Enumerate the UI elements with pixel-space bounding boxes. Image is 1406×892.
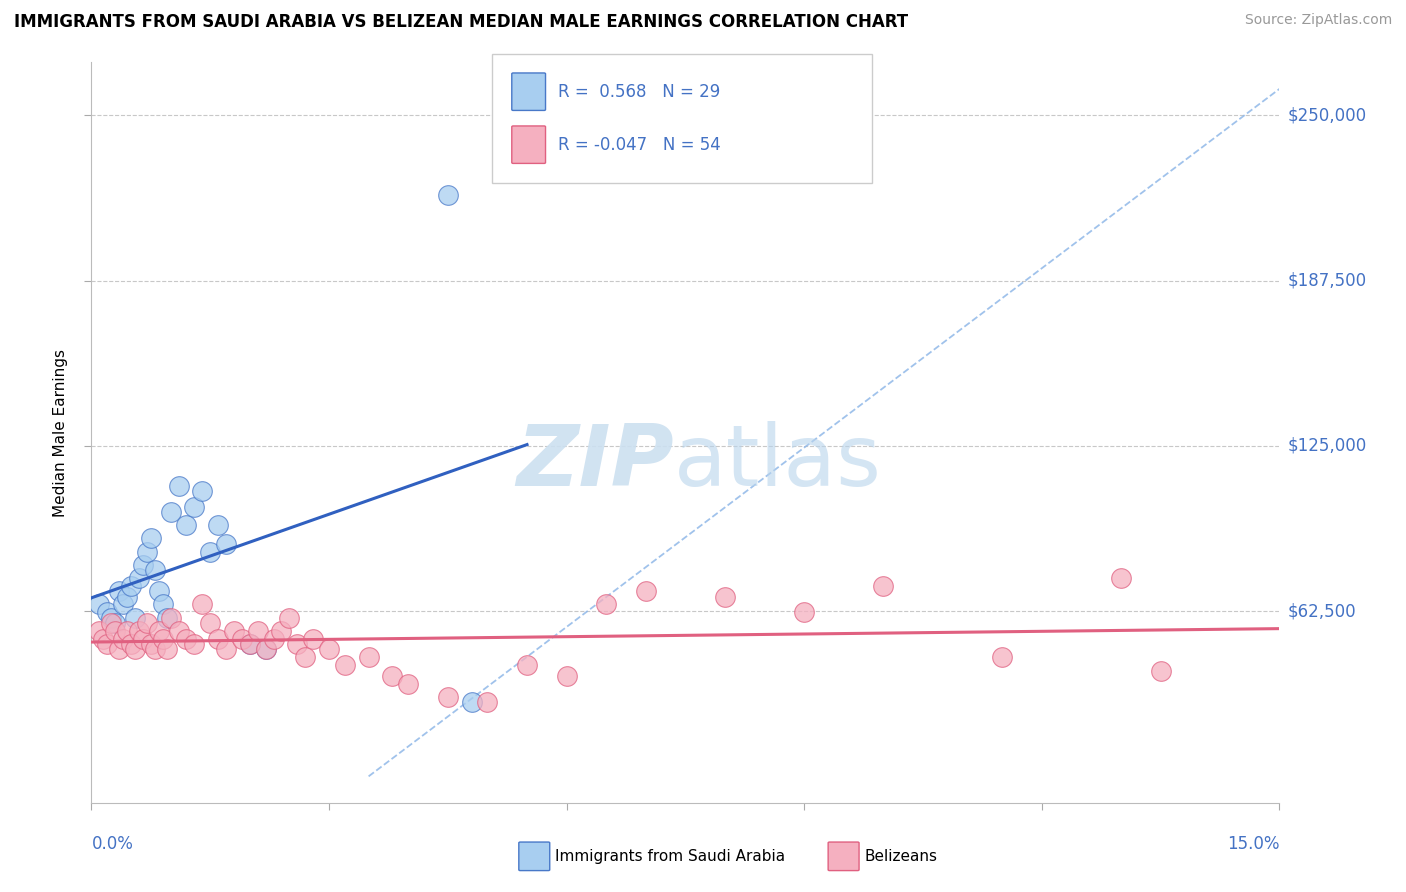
Point [128,624,150,638]
Point [104,624,127,638]
Point [120,579,142,593]
Point [634,584,657,599]
Point [714,590,737,604]
Point [120,637,142,651]
Point [135,615,157,630]
Point [333,658,356,673]
Point [222,624,245,638]
Text: Source: ZipAtlas.com: Source: ZipAtlas.com [1244,13,1392,28]
Point [254,642,277,657]
Point [159,505,181,519]
Text: atlas: atlas [673,421,882,504]
Point [231,632,253,646]
Text: $250,000: $250,000 [1288,106,1367,124]
Point [318,642,340,657]
Point [108,642,131,657]
Point [183,500,205,514]
Point [112,632,135,646]
Point [112,598,135,612]
Point [285,637,308,651]
Point [132,558,155,572]
Point [239,637,262,651]
Point [167,478,190,492]
Y-axis label: Median Male Earnings: Median Male Earnings [53,349,69,516]
Text: $62,500: $62,500 [1288,602,1357,620]
Point [100,611,122,625]
Point [159,611,181,625]
Point [143,563,166,577]
Point [254,642,277,657]
Point [1109,571,1132,585]
Point [139,532,162,546]
Text: 15.0%: 15.0% [1227,835,1279,853]
Text: $125,000: $125,000 [1288,437,1367,455]
Point [215,642,238,657]
Point [294,650,316,665]
Point [436,690,458,704]
Text: Immigrants from Saudi Arabia: Immigrants from Saudi Arabia [555,849,786,863]
Point [156,642,179,657]
Point [198,615,221,630]
Point [357,650,380,665]
Point [91,632,114,646]
Point [793,606,815,620]
Point [207,518,229,533]
Point [104,615,127,630]
Point [516,658,538,673]
Point [108,584,131,599]
Point [191,598,214,612]
Point [1149,664,1171,678]
Point [381,669,404,683]
Point [176,518,198,533]
Point [96,606,118,620]
Point [152,598,174,612]
Point [148,624,170,638]
Point [167,624,190,638]
Point [128,571,150,585]
Point [239,637,262,651]
Point [143,642,166,657]
Point [89,624,111,638]
Point [396,677,419,691]
Point [302,632,325,646]
Point [191,483,214,498]
Text: 0.0%: 0.0% [91,835,134,853]
Point [477,695,499,709]
Point [215,537,238,551]
Point [436,187,458,202]
Point [246,624,269,638]
Point [555,669,578,683]
Point [207,632,229,646]
Point [991,650,1014,665]
Point [139,637,162,651]
Text: Belizeans: Belizeans [865,849,938,863]
Point [115,590,138,604]
Point [115,624,138,638]
Text: IMMIGRANTS FROM SAUDI ARABIA VS BELIZEAN MEDIAN MALE EARNINGS CORRELATION CHART: IMMIGRANTS FROM SAUDI ARABIA VS BELIZEAN… [14,13,908,31]
Point [124,642,146,657]
Point [460,695,482,709]
Text: $187,500: $187,500 [1288,271,1367,290]
Text: R = -0.047   N = 54: R = -0.047 N = 54 [558,136,721,153]
Point [148,584,170,599]
Point [278,611,301,625]
Point [872,579,894,593]
Point [96,637,118,651]
Point [135,544,157,558]
Point [132,632,155,646]
Point [124,611,146,625]
Point [152,632,174,646]
Text: ZIP: ZIP [516,421,673,504]
Point [263,632,285,646]
Point [176,632,198,646]
Point [100,615,122,630]
Point [89,598,111,612]
Text: R =  0.568   N = 29: R = 0.568 N = 29 [558,83,720,101]
Point [270,624,292,638]
Point [595,598,617,612]
Point [156,611,179,625]
Point [198,544,221,558]
Point [183,637,205,651]
